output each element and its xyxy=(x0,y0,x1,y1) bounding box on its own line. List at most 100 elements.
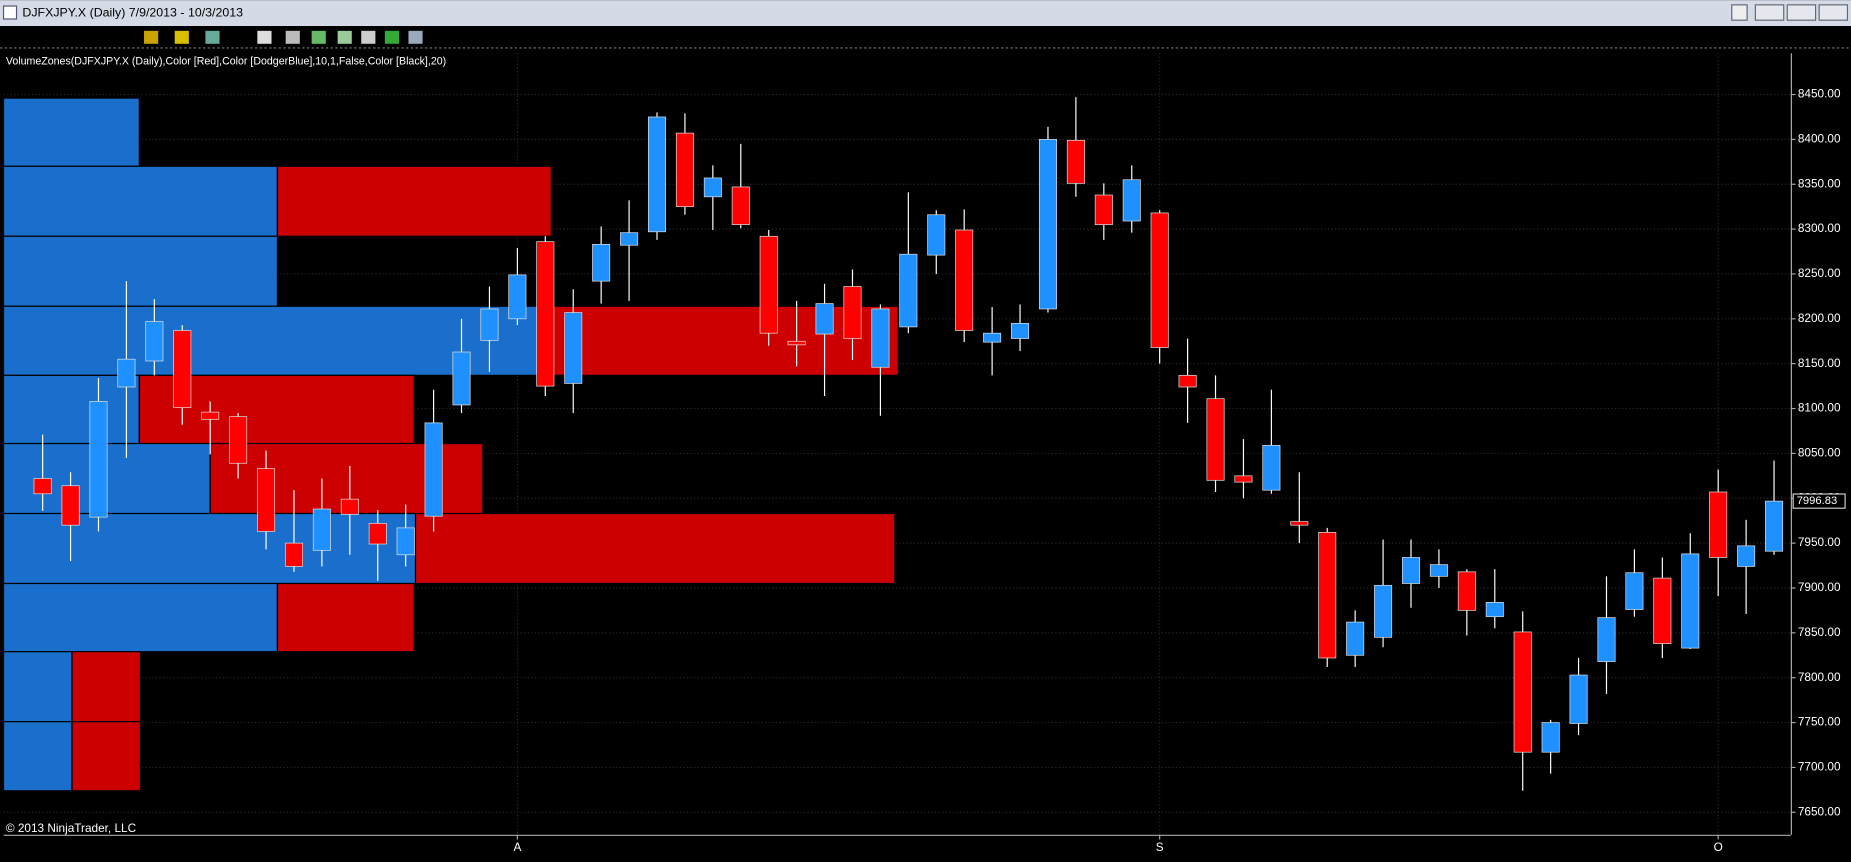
down-volume-zone xyxy=(276,582,415,653)
candle-body xyxy=(731,186,750,225)
down-volume-zone xyxy=(71,651,142,723)
candle-body xyxy=(592,243,611,282)
y-tick-label: 7750.00 xyxy=(1798,715,1841,729)
candle-body xyxy=(647,116,667,233)
candle-body xyxy=(61,485,80,526)
candle-body xyxy=(1709,491,1728,558)
candle-body xyxy=(1457,571,1476,611)
candle-body xyxy=(89,401,108,518)
candle-body xyxy=(201,411,220,420)
template-tool[interactable] xyxy=(408,30,423,44)
candle-body xyxy=(899,253,918,328)
y-tick-label: 8050.00 xyxy=(1798,446,1841,460)
toolbar xyxy=(0,26,1851,48)
candle-body xyxy=(620,232,639,246)
candle-body xyxy=(312,508,331,551)
candle-body xyxy=(1346,621,1365,656)
down-volume-zone xyxy=(276,165,552,237)
candle-body xyxy=(480,308,499,341)
candle-body xyxy=(173,330,192,409)
minimize-button[interactable] xyxy=(1754,4,1785,21)
candle-body xyxy=(871,308,890,368)
up-volume-zone xyxy=(2,165,279,237)
y-tick-label: 8350.00 xyxy=(1798,176,1841,190)
strategy-tool[interactable] xyxy=(337,30,352,44)
candle-body xyxy=(396,527,415,556)
candle-body xyxy=(564,312,583,384)
candle-body xyxy=(229,416,248,464)
cursor-tool[interactable] xyxy=(257,30,272,44)
y-tick-label: 7900.00 xyxy=(1798,580,1841,594)
candle-body xyxy=(1485,601,1504,618)
candle-body xyxy=(1318,532,1337,659)
candle-body xyxy=(508,274,527,320)
last-price-box xyxy=(1792,493,1846,509)
candle-body xyxy=(703,177,722,198)
link-button[interactable] xyxy=(1731,4,1748,21)
axes: 7650.00 7700.00 7750.00 7800.00 7850.00 7900.… xyxy=(513,87,1846,854)
down-volume-zone xyxy=(71,721,142,792)
bars-tool[interactable] xyxy=(144,30,159,44)
candle-body xyxy=(927,214,946,256)
candle-body xyxy=(1094,194,1113,225)
candle-body xyxy=(1038,139,1057,310)
x-tick-label: A xyxy=(513,840,521,854)
title-bar xyxy=(0,0,1851,27)
draw-tool[interactable] xyxy=(174,30,189,44)
candle-body xyxy=(1150,212,1169,348)
y-tick-label: 8150.00 xyxy=(1798,356,1841,370)
candle-body xyxy=(1178,374,1197,388)
candle-body xyxy=(1625,572,1644,610)
close-button[interactable] xyxy=(1818,4,1849,21)
y-tick-label: 7800.00 xyxy=(1798,670,1841,684)
candle-body xyxy=(787,340,806,346)
y-tick-label: 8200.00 xyxy=(1798,311,1841,325)
candle-body xyxy=(843,286,862,339)
y-tick-label: 7850.00 xyxy=(1798,625,1841,639)
candle-body xyxy=(1262,444,1281,491)
candle-body xyxy=(1206,398,1225,481)
properties-tool[interactable] xyxy=(361,30,376,44)
candle-body xyxy=(1234,475,1253,483)
y-tick-label: 8400.00 xyxy=(1798,131,1841,145)
candle-body xyxy=(815,303,834,335)
candle-body xyxy=(1429,564,1448,577)
toolbar-icons xyxy=(144,30,423,44)
candles xyxy=(33,97,1784,791)
candle-body xyxy=(1513,631,1532,753)
zoom-tool[interactable] xyxy=(205,30,220,44)
candle-body xyxy=(1569,674,1588,724)
up-volume-zone xyxy=(2,235,279,307)
candle-body xyxy=(1122,179,1141,222)
indicator-label: VolumeZones(DJFXJPY.X (Daily),Color [Red… xyxy=(6,55,446,67)
x-tick-label: O xyxy=(1714,840,1723,854)
y-tick-label: 7700.00 xyxy=(1798,760,1841,774)
candle-body xyxy=(368,523,387,545)
candle-body xyxy=(1290,521,1309,526)
candle-body xyxy=(1597,617,1616,662)
candle-body xyxy=(1541,722,1560,753)
indicator-tool[interactable] xyxy=(311,30,326,44)
y-tick-label: 7950.00 xyxy=(1798,535,1841,549)
maximize-button[interactable] xyxy=(1786,4,1817,21)
up-volume-zone xyxy=(2,721,73,792)
y-tick-label: 7650.00 xyxy=(1798,804,1841,818)
dollar-tool[interactable] xyxy=(384,30,400,44)
data-box-tool[interactable] xyxy=(285,30,300,44)
candle-body xyxy=(983,332,1002,343)
candle-body xyxy=(1401,557,1421,584)
candle-body xyxy=(759,235,778,334)
candle-body xyxy=(536,241,555,387)
candle-body xyxy=(1737,545,1756,567)
y-tick-label: 8250.00 xyxy=(1798,266,1841,280)
candle-body xyxy=(955,229,974,331)
copyright: © 2013 NinjaTrader, LLC xyxy=(6,821,137,835)
volume-zones xyxy=(2,97,899,792)
window-title: DJFXJPY.X (Daily) 7/9/2013 - 10/3/2013 xyxy=(22,5,243,19)
candle-body xyxy=(117,358,136,388)
candle-body xyxy=(675,132,694,208)
up-volume-zone xyxy=(2,374,140,445)
candle-body xyxy=(145,321,164,362)
candle-body xyxy=(1066,139,1085,184)
candle-body xyxy=(424,422,443,517)
